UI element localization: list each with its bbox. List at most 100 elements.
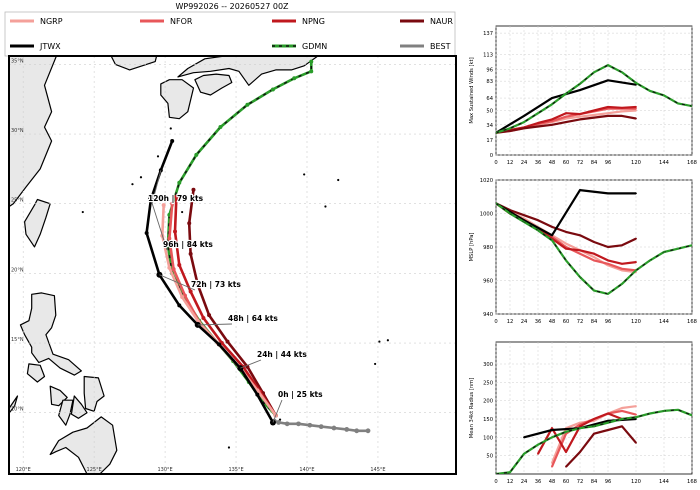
- panel-x-tick-label: 72: [577, 319, 584, 325]
- island-6: [139, 176, 143, 179]
- panel-y-tick-label: 64: [486, 96, 493, 102]
- land-shape-4: [177, 56, 319, 86]
- track-point-naur: [191, 187, 196, 192]
- panel-x-tick-label: 84: [591, 160, 598, 166]
- series-point-nfor: [565, 115, 567, 118]
- island-7: [81, 210, 84, 214]
- legend-entry-jtwx: JTWX: [10, 42, 61, 51]
- track-point-naur: [195, 282, 200, 287]
- panel-x-tick-label: 72: [577, 479, 584, 485]
- series-point-npng: [635, 261, 637, 263]
- track-point-best: [344, 427, 350, 432]
- panel-y-tick-label: 83: [486, 79, 493, 85]
- series-point-npng: [579, 249, 581, 252]
- panel-y-tick-label: 50: [486, 454, 493, 460]
- annotation-leader: [151, 170, 162, 205]
- forecast-annotation: 24h | 44 kts: [240, 349, 308, 369]
- series-point-gdmn: [691, 414, 692, 417]
- series-point-gdmn: [635, 269, 637, 272]
- series-point-gdmn: [691, 244, 692, 247]
- panel-x-tick-label: 60: [563, 479, 570, 485]
- island-8: [156, 155, 160, 158]
- panel-y-tick-label: 34: [486, 123, 493, 129]
- series-point-gdmn: [579, 427, 581, 430]
- legend-label-npng: NPNG: [302, 17, 325, 26]
- series-point-jtwx: [635, 192, 637, 195]
- legend-frame: [4, 11, 456, 57]
- panel-x-tick-label: 0: [494, 479, 497, 485]
- series-point-ngrp: [579, 115, 581, 118]
- series-point-npng: [565, 247, 567, 250]
- panel-y-axis-label: Mean 34kt Radius [nm]: [469, 378, 475, 439]
- panel-y-tick-label: 200: [483, 399, 493, 405]
- land-shape-7: [26, 363, 46, 383]
- series-point-gdmn: [593, 71, 595, 74]
- track-point-naur: [225, 339, 230, 344]
- panel-x-tick-label: 12: [507, 479, 514, 485]
- series-point-naur: [593, 432, 595, 435]
- series-point-jtwx: [523, 114, 525, 117]
- forecast-annotation: 120h | 79 kts: [147, 170, 205, 205]
- panel-x-tick-label: 144: [659, 319, 670, 325]
- land-shape-0: [9, 56, 58, 208]
- series-point-gdmn: [649, 90, 651, 92]
- panel-x-tick-label: 120: [631, 160, 641, 166]
- track-point-best: [318, 424, 324, 430]
- track-best: [271, 418, 371, 434]
- annotation-label: 0h | 25 kts: [278, 390, 323, 400]
- island-9: [169, 127, 172, 130]
- series-point-naur: [621, 244, 623, 247]
- track-map: 120°E 125°E 130°E 135°E 140°E 145°E 10°N 15°N 20…: [8, 55, 457, 475]
- land-shape-8: [83, 375, 105, 412]
- series-point-nfor: [621, 267, 623, 270]
- series-point-gdmn: [677, 102, 679, 105]
- series-point-naur: [579, 451, 581, 453]
- panel-x-tick-label: 36: [535, 319, 542, 325]
- panel-y-tick-label: 137: [483, 31, 493, 37]
- track-point-naur: [188, 251, 193, 256]
- panel-x-tick-label: 24: [521, 160, 528, 166]
- map-frame: [8, 55, 457, 475]
- track-point-best: [354, 428, 360, 434]
- series-point-gdmn: [565, 92, 567, 95]
- series-point-naur: [607, 114, 609, 117]
- series-point-jtwx: [607, 192, 609, 195]
- map-lat-tick-label: 10°N: [11, 407, 24, 413]
- forecast-annotation: 96h | 84 kts: [150, 199, 214, 251]
- track-point-gdmn: [309, 59, 314, 64]
- panel-y-axis-label: MSLP [hPa]: [469, 233, 475, 262]
- legend-entry-gdmn: GDMN: [272, 42, 327, 51]
- map-lat-tick-label: 35°N: [11, 58, 24, 64]
- series-point-naur: [593, 241, 595, 243]
- series-point-nfor: [635, 107, 637, 110]
- series-point-gdmn: [496, 202, 497, 205]
- land-shape-1: [110, 56, 158, 71]
- series-point-gdmn: [677, 247, 679, 250]
- map-lat-tick-label: 20°N: [11, 267, 24, 273]
- series-point-naur: [593, 116, 595, 119]
- series-point-npng: [621, 262, 623, 265]
- track-line-best: [273, 419, 370, 433]
- forecast-annotation: 48h | 64 kts: [197, 313, 279, 326]
- series-point-gdmn: [635, 416, 637, 419]
- series-point-ngrp: [621, 110, 623, 113]
- panel-x-tick-label: 24: [521, 319, 528, 325]
- panel-series-layer: [496, 189, 692, 295]
- series-point-nfor: [635, 413, 637, 416]
- panel-x-tick-label: 168: [687, 319, 697, 325]
- track-point-gdmn: [270, 87, 275, 92]
- annotation-label: 72h | 73 kts: [191, 280, 241, 290]
- series-point-naur: [635, 117, 637, 120]
- series-point-gdmn: [551, 436, 553, 439]
- series-point-gdmn: [537, 229, 539, 232]
- panel-x-tick-label: 12: [507, 319, 514, 325]
- series-point-nfor: [579, 252, 581, 255]
- track-point-gdmn: [177, 180, 182, 185]
- series-point-nfor: [593, 259, 595, 262]
- track-point-ngrp: [161, 203, 166, 208]
- series-point-gdmn: [649, 259, 651, 262]
- series-point-gdmn: [593, 289, 595, 292]
- legend-entry-ngrp: NGRP: [10, 17, 63, 26]
- series-point-gdmn: [663, 251, 665, 253]
